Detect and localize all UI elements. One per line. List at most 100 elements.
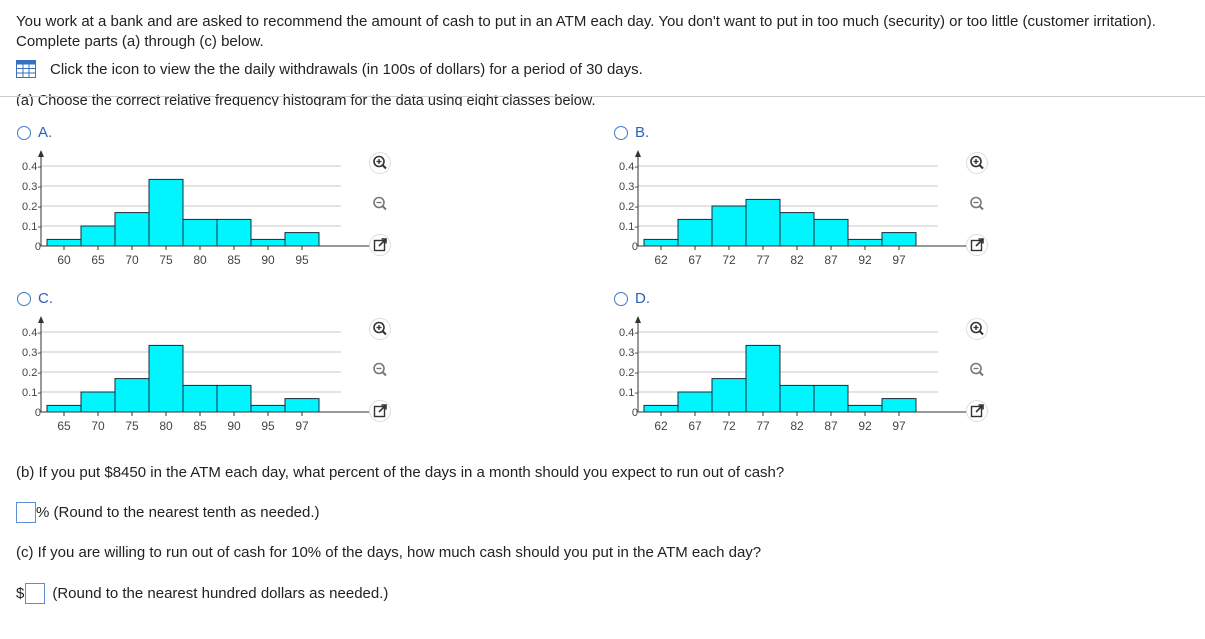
zoom-in-icon[interactable] [964,150,990,176]
tools-c [367,316,393,439]
histogram-bar [881,232,917,247]
y-axis-arrow [38,150,44,157]
x-tick-label: 90 [227,419,241,433]
x-tick-label: 80 [193,253,207,267]
histogram-bar [216,218,252,247]
x-tick-label: 97 [295,419,309,433]
dollar-sign: $ [16,585,25,602]
histogram-bar [677,218,713,247]
x-tick-label: 65 [57,419,71,433]
radio-b[interactable] [614,125,628,140]
option-c-label: C. [38,290,53,307]
x-tick-label: 67 [688,419,702,433]
y-tick-label: 0.3- [619,347,638,359]
x-tick-label: 70 [91,419,105,433]
x-tick-label: 97 [892,419,906,433]
x-tick-label: 95 [295,253,309,267]
zoom-out-icon[interactable] [367,357,393,383]
y-tick-label: 0.4- [619,327,638,339]
histogram-bar [779,384,815,413]
y-axis-arrow [38,316,44,323]
x-tick-label: 62 [654,419,668,433]
y-tick-label: 0 [632,241,638,253]
x-tick-label: 92 [858,419,872,433]
option-d-label: D. [635,290,650,307]
histogram-bar [46,238,82,247]
histogram-c: 0 0.1- 0.2- 0.3- 0.4- 65 70 75 80 85 90 95 97 [20,314,380,440]
y-tick-label: 0.1- [619,387,638,399]
radio-a[interactable] [17,125,31,140]
y-tick-label: 0.1- [22,387,41,399]
tools-b [964,150,990,273]
x-tick-label: 72 [722,253,736,267]
data-table-icon[interactable] [16,60,36,78]
y-tick-label: 0.4- [22,161,41,173]
x-tick-label: 85 [193,419,207,433]
y-tick-label: 0.2- [22,201,41,213]
x-tick-label: 87 [824,253,838,267]
y-tick-label: 0 [632,407,638,419]
histogram-bar [114,378,150,413]
histogram-bar [284,232,320,247]
histogram-bar [114,212,150,247]
option-b-label: B. [635,124,650,141]
popout-icon[interactable] [964,398,990,424]
y-tick-label: 0.2- [619,367,638,379]
histogram-bar [284,398,320,413]
x-tick-label: 90 [261,253,275,267]
option-d[interactable]: D. [614,290,650,307]
part-c-suffix: (Round to the nearest hundred dollars as… [52,585,389,602]
radio-d[interactable] [614,291,628,306]
option-a[interactable]: A. [17,124,52,141]
problem-intro: You work at a bank and are asked to reco… [16,13,1156,50]
y-tick-label: 0.3- [619,181,638,193]
tools-a [367,150,393,273]
x-tick-label: 97 [892,253,906,267]
x-tick-label: 80 [159,419,173,433]
part-b-answer-row: % (Round to the nearest tenth as needed.… [16,502,320,523]
part-c-answer-row: $ (Round to the nearest hundred dollars … [16,583,388,604]
part-b-question: (b) If you put $8450 in the ATM each day… [16,464,785,481]
histogram-bar [250,238,286,247]
histogram-bar [182,384,218,413]
histogram-bar [881,398,917,413]
zoom-in-icon[interactable] [367,150,393,176]
tools-d [964,316,990,439]
zoom-out-icon[interactable] [964,357,990,383]
x-tick-label: 62 [654,253,668,267]
x-tick-label: 75 [125,419,139,433]
x-tick-label: 77 [756,253,770,267]
part-c-answer-input[interactable] [25,583,46,604]
x-tick-label: 87 [824,419,838,433]
zoom-in-icon[interactable] [367,316,393,342]
x-tick-label: 65 [91,253,105,267]
option-b[interactable]: B. [614,124,649,141]
x-tick-label: 95 [261,419,275,433]
zoom-in-icon[interactable] [964,316,990,342]
x-tick-label: 82 [790,253,804,267]
radio-c[interactable] [17,291,31,306]
histogram-bar [711,378,747,413]
histogram-bar [677,391,713,413]
histogram-d: 0 0.1- 0.2- 0.3- 0.4- 62 67 72 77 82 87 92 97 [617,314,977,440]
histogram-bar [643,404,679,413]
data-link-text: Click the icon to view the the daily wit… [50,60,643,78]
histogram-bar [779,212,815,247]
histogram-bar [643,238,679,247]
y-tick-label: 0.4- [22,327,41,339]
popout-icon[interactable] [367,232,393,258]
option-c[interactable]: C. [17,290,53,307]
zoom-out-icon[interactable] [964,191,990,217]
histogram-bar [745,344,781,413]
zoom-out-icon[interactable] [367,191,393,217]
part-b-answer-input[interactable] [16,502,36,523]
popout-icon[interactable] [367,398,393,424]
x-tick-label: 77 [756,419,770,433]
x-tick-label: 67 [688,253,702,267]
histogram-bar [216,384,252,413]
option-a-label: A. [38,124,53,141]
histogram-bar [182,218,218,247]
data-link[interactable]: Click the icon to view the the daily wit… [16,60,643,78]
popout-icon[interactable] [964,232,990,258]
y-tick-label: 0.4- [619,161,638,173]
